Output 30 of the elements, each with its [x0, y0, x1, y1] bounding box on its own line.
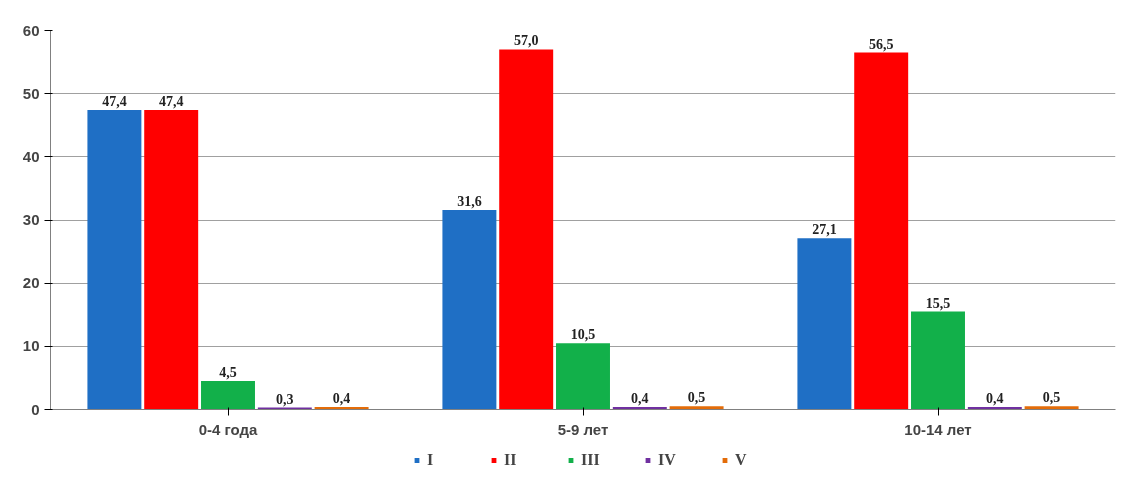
x-tick-label: 0-4 года	[198, 420, 259, 438]
data-label: 56,5	[868, 36, 894, 52]
y-tick-label: 0	[31, 400, 40, 418]
data-label: 0,4	[631, 390, 649, 406]
data-label: 10,5	[570, 327, 596, 343]
legend-label: IV	[658, 451, 677, 469]
legend-label: II	[504, 451, 518, 469]
legend-label: V	[735, 451, 748, 469]
data-label: 57,0	[513, 33, 539, 49]
x-tick-label: 5-9 лет	[557, 420, 609, 438]
data-label: 47,4	[158, 94, 184, 110]
data-label: 15,5	[925, 295, 951, 311]
y-tick-label: 10	[22, 337, 40, 355]
legend-label: I	[427, 451, 435, 469]
y-tick-label: 60	[22, 21, 40, 39]
data-label: 0,3	[276, 391, 294, 407]
data-label: 0,4	[332, 390, 351, 406]
data-label: 4,5	[219, 365, 237, 381]
y-tick-label: 50	[22, 84, 40, 102]
y-tick-label: 20	[22, 274, 40, 292]
x-tick-label: 10-14 лет	[904, 420, 972, 438]
data-label: 0,5	[687, 390, 706, 406]
y-tick-label: 30	[22, 211, 40, 228]
data-label: 27,1	[812, 222, 837, 238]
data-label: 0,5	[1042, 390, 1061, 406]
legend-label: III	[581, 451, 601, 469]
data-label: 31,6	[457, 193, 482, 209]
data-label: 0,4	[986, 390, 1004, 406]
data-label: 47,4	[102, 94, 127, 110]
y-tick-label: 40	[22, 147, 40, 165]
